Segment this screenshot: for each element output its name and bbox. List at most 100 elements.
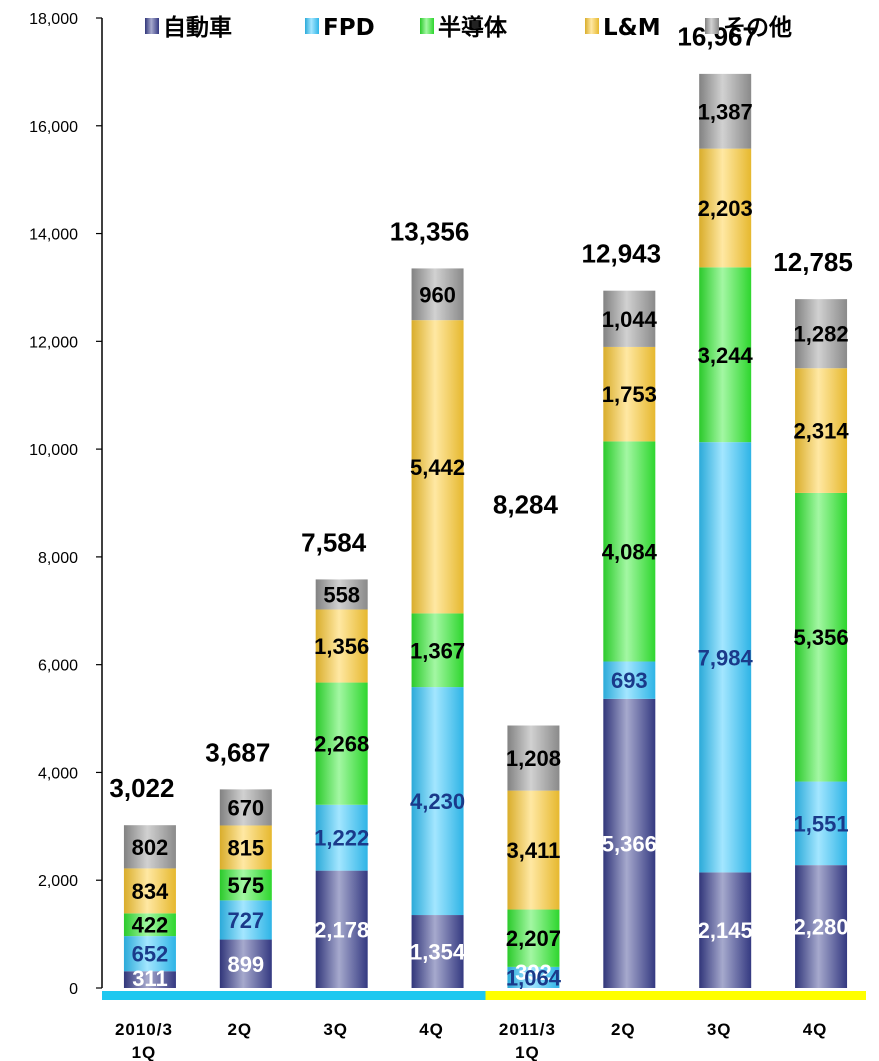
bar-stack xyxy=(219,789,272,988)
segment-label: 3,244 xyxy=(698,343,754,368)
segment-label: 1,753 xyxy=(602,382,657,407)
segment-label: 670 xyxy=(227,795,264,820)
segment-label: 2,145 xyxy=(698,918,753,943)
x-tick-label: 2010/3 xyxy=(115,1020,173,1039)
segment-label: 1,282 xyxy=(794,322,849,347)
bar-segment-FPD xyxy=(699,442,752,873)
x-tick-label: 1Q xyxy=(515,1043,540,1061)
x-tick-label: 3Q xyxy=(707,1020,732,1039)
segment-label: 1,044 xyxy=(602,307,658,332)
segment-label: 311 xyxy=(132,966,168,991)
bar-segment-その他 xyxy=(603,290,656,347)
x-tick-label: 4Q xyxy=(419,1020,444,1039)
segment-label: 7,984 xyxy=(698,645,754,670)
segment-label: 802 xyxy=(132,835,169,860)
stack-total-label: 12,785 xyxy=(773,247,853,277)
segment-label: 693 xyxy=(611,668,648,693)
y-tick-label: 14,000 xyxy=(29,227,78,244)
stack-total-label: 3,022 xyxy=(109,773,174,803)
segment-label: 5,442 xyxy=(410,455,465,480)
bar-stack xyxy=(603,290,656,988)
stack-total-label: 3,687 xyxy=(205,737,270,767)
period-bands xyxy=(102,991,866,1000)
legend-item: L&M xyxy=(585,15,661,41)
bar-segment-半導体 xyxy=(603,441,656,662)
x-tick-label: 2Q xyxy=(611,1020,636,1039)
segment-label: 899 xyxy=(227,952,264,977)
legend-item: 半導体 xyxy=(420,14,508,41)
bar-segment-L&M xyxy=(603,346,656,442)
segment-label: 1,354 xyxy=(410,940,466,965)
y-tick-label: 10,000 xyxy=(29,442,78,459)
period-band-2 xyxy=(485,991,866,1000)
legend-item: その他 xyxy=(705,15,792,41)
segment-label: 4,230 xyxy=(410,789,465,814)
segment-label: 1,367 xyxy=(410,638,465,663)
y-tick-label: 0 xyxy=(69,981,78,998)
segment-label: 1,064 xyxy=(506,965,562,990)
bar-stack xyxy=(699,73,752,988)
bar-segment-その他 xyxy=(507,725,560,791)
x-tick-label: 4Q xyxy=(803,1020,828,1039)
x-tick-label: 2Q xyxy=(227,1020,252,1039)
bar-segment-L&M xyxy=(123,868,176,914)
y-axis: 0 2,000 4,000 6,000 8,000 10,000 12,000 14,000 1… xyxy=(29,11,103,998)
bar-segment-自動車 xyxy=(123,971,176,988)
bar-segment-FPD xyxy=(315,804,368,871)
segment-label: 2,268 xyxy=(314,732,369,757)
bar-segment-半導体 xyxy=(507,909,560,967)
bar-segment-L&M xyxy=(507,790,560,910)
bar-segment-L&M xyxy=(699,148,752,268)
bar-segment-半導体 xyxy=(795,492,848,782)
bar-segment-半導体 xyxy=(123,913,176,937)
segment-label: 1,356 xyxy=(314,634,369,659)
bar-segment-自動車 xyxy=(699,872,752,988)
x-tick-label: 2011/3 xyxy=(499,1020,556,1039)
bar-segment-自動車 xyxy=(315,870,368,988)
bar-stack xyxy=(795,299,848,988)
segment-label: 3,411 xyxy=(507,838,561,863)
segment-label: 652 xyxy=(132,942,169,967)
segment-label: 2,280 xyxy=(794,915,849,940)
bar-segment-L&M xyxy=(219,825,272,870)
segment-label: 1,551 xyxy=(794,811,849,836)
period-band-1 xyxy=(102,991,486,1000)
y-tick-label: 2,000 xyxy=(38,873,78,890)
bar-segment-その他 xyxy=(219,789,272,826)
y-tick-label: 12,000 xyxy=(29,334,78,351)
bar-segment-L&M xyxy=(411,320,464,614)
bar-segment-自動車 xyxy=(411,915,464,988)
stack-total-label: 7,584 xyxy=(301,527,367,557)
segment-label: 422 xyxy=(132,913,169,938)
segment-label: 1,222 xyxy=(314,826,369,851)
stack-total-label: 8,284 xyxy=(493,490,559,520)
x-axis: 2010/3 1Q 2Q 3Q 4Q 2011/3 1Q 2Q 3Q 4Q xyxy=(115,1020,828,1061)
bar-segment-FPD xyxy=(411,687,464,916)
segment-label: 392 xyxy=(515,960,552,985)
legend-swatch xyxy=(585,18,599,34)
segment-label: 5,366 xyxy=(602,831,657,856)
bar-segment-その他 xyxy=(795,299,848,369)
legend-item: FPD xyxy=(305,15,375,41)
bar-segment-FPD xyxy=(795,781,848,866)
segment-label: 558 xyxy=(323,582,360,607)
bar-segment-半導体 xyxy=(219,869,272,901)
bar-segment-L&M xyxy=(315,609,368,683)
bar-segment-その他 xyxy=(699,73,752,149)
legend-label: 自動車 xyxy=(163,14,232,41)
segment-label: 575 xyxy=(227,873,264,898)
y-tick-label: 18,000 xyxy=(29,11,78,28)
stack-total-labels: 3,0223,6877,58413,3568,28412,94316,96712… xyxy=(109,22,852,803)
segment-label: 834 xyxy=(132,879,169,904)
y-tick-label: 8,000 xyxy=(38,550,78,567)
bar-segment-自動車 xyxy=(219,939,272,988)
legend-label: L&M xyxy=(603,15,661,41)
bar-segment-FPD xyxy=(603,661,656,699)
legend-label: 半導体 xyxy=(438,14,508,41)
legend-label: その他 xyxy=(723,15,792,41)
segment-label: 4,084 xyxy=(602,539,658,564)
x-tick-label: 3Q xyxy=(323,1020,348,1039)
segment-label: 815 xyxy=(227,835,264,860)
